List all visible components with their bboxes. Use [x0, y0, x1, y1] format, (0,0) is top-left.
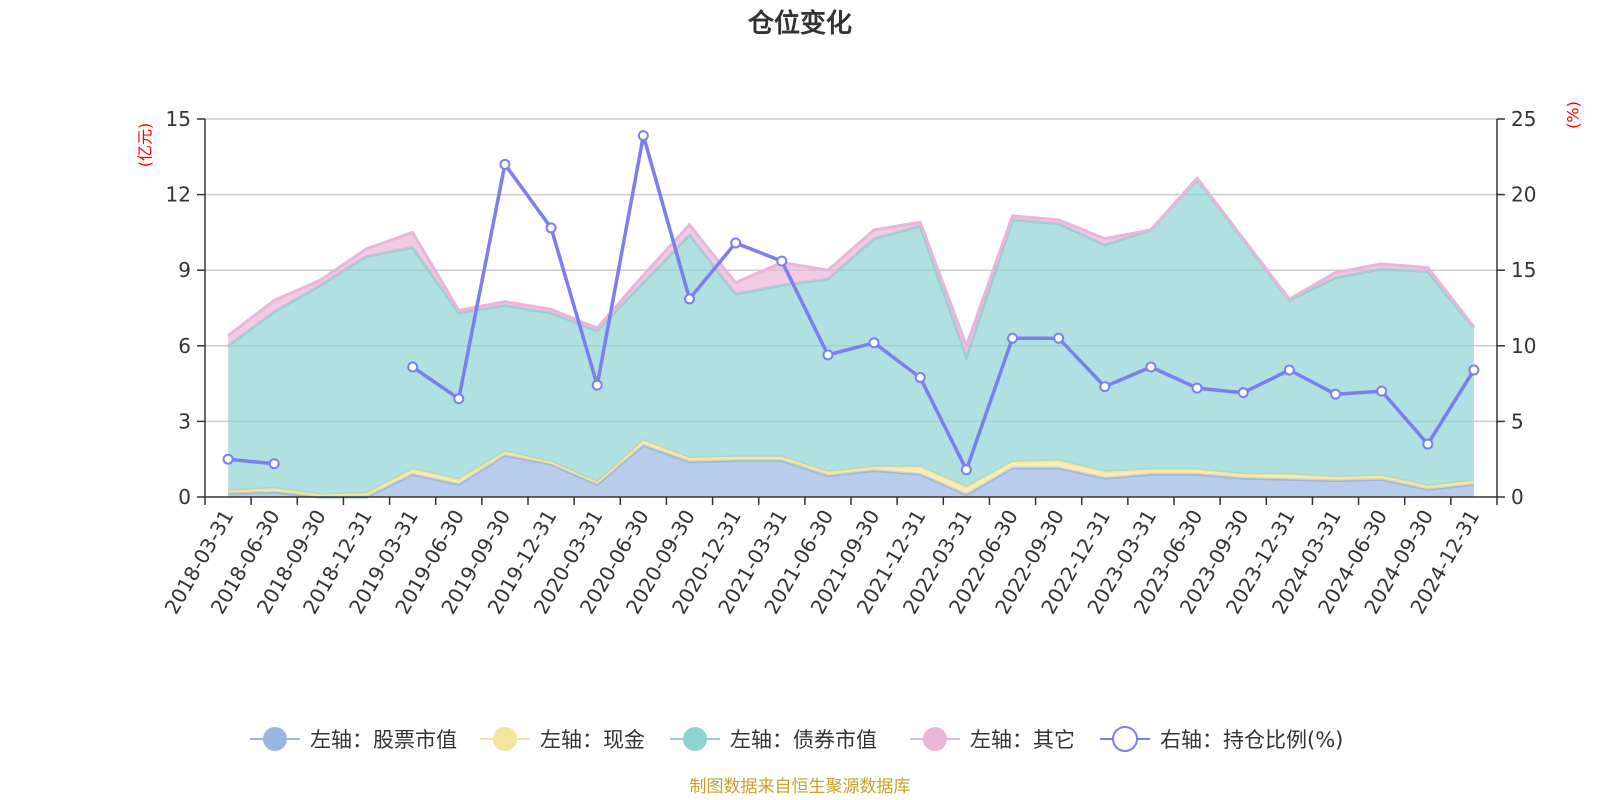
ratio-point	[1376, 385, 1388, 397]
ratio-point	[730, 237, 742, 249]
legend-item[interactable]: 左轴：债券市值	[670, 727, 877, 752]
right-tick-label: 20	[1511, 183, 1536, 207]
legend-item[interactable]: 左轴：现金	[480, 727, 645, 752]
ratio-point	[1237, 387, 1249, 399]
ratio-point	[591, 379, 603, 391]
ratio-point	[776, 255, 788, 267]
left-tick-label: 0	[178, 485, 191, 509]
legend-marker	[493, 727, 517, 751]
stacked-areas	[227, 175, 1476, 499]
left-tick-label: 3	[178, 409, 191, 433]
left-axis-unit: (亿元)	[136, 123, 155, 168]
right-tick-label: 25	[1511, 107, 1536, 131]
ratio-point	[637, 130, 649, 142]
legend-marker	[683, 727, 707, 751]
ratio-point	[545, 222, 557, 234]
ratio-point	[1330, 388, 1341, 400]
ratio-point	[268, 458, 280, 470]
ratio-point	[453, 393, 465, 405]
ratio-point	[1283, 364, 1295, 376]
legend-marker	[263, 727, 287, 751]
ratio-line-path	[227, 133, 1476, 472]
ratio-point	[1468, 364, 1480, 376]
left-tick-label: 6	[178, 334, 191, 358]
data-source-note: 制图数据来自恒生聚源数据库	[690, 777, 911, 797]
ratio-point	[1191, 382, 1203, 394]
legend-label: 左轴：债券市值	[730, 728, 877, 752]
legend-marker	[923, 727, 947, 751]
area-左轴：债券市值	[228, 179, 1474, 495]
legend-item[interactable]: 左轴：股票市值	[250, 727, 457, 752]
left-tick-label: 12	[166, 183, 191, 207]
area-左轴：股票市值	[228, 445, 1474, 497]
ratio-point	[407, 361, 419, 373]
right-tick-label: 5	[1511, 409, 1524, 433]
ratio-point	[822, 349, 834, 361]
legend-label: 左轴：现金	[540, 728, 645, 752]
ratio-point	[684, 293, 695, 305]
ratio-point	[499, 158, 511, 170]
left-tick-label: 15	[166, 107, 191, 131]
ratio-point	[1422, 438, 1434, 450]
ratio-point	[914, 372, 926, 384]
legend[interactable]: 左轴：股票市值 左轴：现金 左轴：债券市值 左轴：其它 右轴：持仓比例(%)	[250, 726, 1343, 752]
ratio-point	[1145, 361, 1157, 373]
ratio-point	[868, 337, 880, 349]
ratio-line	[222, 130, 1480, 476]
legend-item[interactable]: 右轴：持仓比例(%)	[1100, 726, 1343, 752]
legend-item[interactable]: 左轴：其它	[910, 727, 1075, 752]
left-tick-label: 9	[178, 258, 191, 282]
area-edge-左轴：其它	[227, 175, 1476, 351]
legend-label: 左轴：其它	[970, 728, 1075, 752]
right-axis-unit: (%)	[1564, 101, 1583, 129]
ratio-point	[1099, 381, 1111, 393]
legend-marker	[1112, 726, 1138, 752]
legend-label: 左轴：股票市值	[310, 728, 457, 752]
chart-title: 仓位变化	[747, 8, 852, 39]
ratio-point	[960, 464, 972, 476]
right-tick-label: 10	[1511, 334, 1536, 358]
ratio-point	[222, 453, 234, 465]
ratio-point	[1053, 332, 1065, 344]
right-tick-label: 0	[1511, 485, 1524, 509]
right-tick-label: 15	[1511, 258, 1536, 282]
ratio-point	[1007, 332, 1018, 344]
legend-label: 右轴：持仓比例(%)	[1160, 728, 1343, 752]
